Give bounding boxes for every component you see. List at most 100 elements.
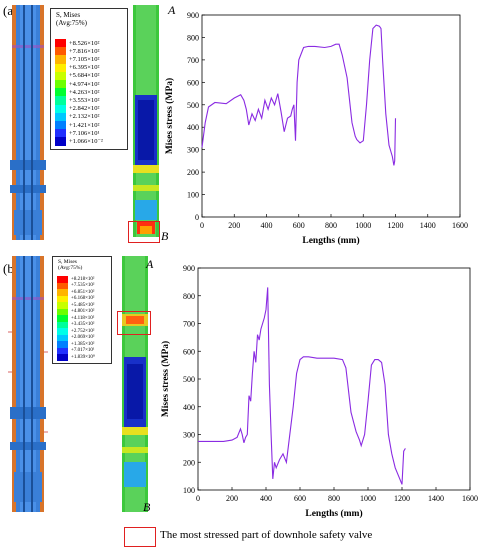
legend-value: +7.535×10² bbox=[71, 283, 95, 289]
legend-swatch bbox=[55, 88, 66, 97]
plot-frame bbox=[197, 267, 471, 491]
contour-legend-a: S, Mises (Avg:75%) +8.526×10² +7.816×10² +… bbox=[50, 8, 128, 150]
legend-value: +4.118×10² bbox=[71, 315, 95, 321]
x-tick-label: 200 bbox=[228, 221, 240, 230]
legend-value: +1.385×10² bbox=[71, 341, 95, 347]
x-tick-label: 800 bbox=[325, 221, 337, 230]
legend-swatch bbox=[57, 276, 68, 283]
legend-swatch bbox=[57, 302, 68, 309]
legend-entry: +1.421×10² bbox=[55, 121, 100, 130]
y-tick-label: 700 bbox=[187, 56, 199, 65]
legend-entry: +1.385×10² bbox=[57, 341, 94, 348]
contour-model-b bbox=[122, 256, 148, 512]
legend-value: +7.017×10¹ bbox=[71, 348, 95, 354]
legend-entry: +4.263×10² bbox=[55, 88, 100, 97]
legend-value: +2.069×10² bbox=[71, 335, 95, 341]
legend-entry: +1.066×10⁻² bbox=[55, 137, 103, 146]
legend-swatch bbox=[57, 282, 68, 289]
x-axis-label: Lengths (mm) bbox=[305, 508, 362, 519]
legend-entry: +7.017×10¹ bbox=[57, 347, 95, 354]
x-tick-label: 0 bbox=[200, 221, 204, 230]
legend-swatch bbox=[55, 112, 66, 121]
x-tick-label: 1000 bbox=[360, 494, 376, 503]
legend-value: +4.263×10² bbox=[69, 88, 100, 96]
x-tick-label: 1400 bbox=[420, 221, 436, 230]
y-tick-label: 200 bbox=[187, 168, 199, 177]
legend-title-line2: (Avg:75%) bbox=[56, 19, 87, 27]
stress-chart-a: 0 200 400 600 800 1000 1200 1400 1600 0 100 200 300 4… bbox=[164, 11, 468, 246]
legend-entry: +2.752×10² bbox=[57, 328, 94, 335]
x-tick-label: 1600 bbox=[452, 221, 468, 230]
legend-value: +7.105×10² bbox=[69, 55, 100, 63]
pipe-model-a bbox=[10, 5, 46, 240]
y-tick-label: 600 bbox=[187, 78, 199, 87]
legend-value: +2.842×10² bbox=[69, 105, 100, 113]
legend-title-line2: (Avg:75%) bbox=[58, 265, 83, 271]
y-tick-label: 500 bbox=[183, 375, 195, 384]
legend-swatch bbox=[57, 347, 68, 354]
x-tick-label: 0 bbox=[196, 494, 200, 503]
legend-value: +1.839×10⁰ bbox=[71, 355, 95, 361]
x-tick-label: 1200 bbox=[394, 494, 410, 503]
legend-entry: +6.851×10² bbox=[57, 289, 94, 296]
marker-a-bottom: B bbox=[161, 229, 169, 243]
legend-value: +7.816×10² bbox=[69, 47, 100, 55]
legend-swatch bbox=[57, 328, 68, 335]
legend-entry: +8.526×10² bbox=[55, 39, 100, 48]
pipe-model-b bbox=[8, 256, 48, 512]
highlight-legend-text: The most stressed part of downhole safet… bbox=[160, 529, 373, 541]
legend-swatch bbox=[57, 334, 68, 341]
y-tick-label: 900 bbox=[183, 264, 195, 273]
marker-b-bottom: B bbox=[143, 500, 151, 514]
legend-entry: +4.974×10² bbox=[55, 80, 99, 89]
legend-swatch bbox=[55, 63, 66, 72]
legend-entry: +6.168×10² bbox=[57, 295, 94, 302]
legend-value: +1.066×10⁻² bbox=[69, 138, 103, 146]
legend-entry: +8.218×10² bbox=[57, 276, 94, 283]
legend-swatch bbox=[55, 55, 66, 64]
legend-swatch bbox=[55, 71, 66, 80]
legend-swatch bbox=[57, 341, 68, 348]
y-tick-label: 500 bbox=[187, 101, 199, 110]
contour-legend-b: S, Mises (Avg:75%) +8.218×10² +7.535×10² +… bbox=[52, 256, 112, 364]
y-tick-label: 800 bbox=[183, 292, 195, 301]
legend-swatch bbox=[57, 315, 68, 322]
legend-entry: +7.105×10² bbox=[55, 55, 100, 64]
legend-entry: +2.132×10² bbox=[55, 112, 100, 121]
legend-entry: +4.118×10² bbox=[57, 315, 94, 322]
legend-value: +8.526×10² bbox=[69, 39, 100, 47]
legend-entry: +2.069×10² bbox=[57, 334, 95, 341]
marker-a-top: A bbox=[168, 3, 176, 17]
legend-swatch bbox=[55, 96, 66, 105]
stress-chart-b: 0 200 400 600 800 1000 1200 1400 1600 100 200 300 40… bbox=[160, 264, 478, 519]
legend-value: +1.421×10² bbox=[69, 121, 100, 129]
y-tick-label: 100 bbox=[187, 191, 199, 200]
legend-swatch bbox=[55, 137, 66, 146]
y-tick-label: 300 bbox=[183, 431, 195, 440]
legend-value: +6.395×10² bbox=[69, 64, 100, 72]
legend-value: +3.553×10² bbox=[69, 96, 100, 104]
legend-entry: +5.684×10² bbox=[55, 71, 99, 80]
legend-entry: +4.801×10² bbox=[57, 308, 95, 315]
legend-value: +6.851×10² bbox=[71, 289, 95, 295]
y-tick-label: 300 bbox=[187, 146, 199, 155]
legend-swatch bbox=[57, 308, 68, 315]
legend-swatch bbox=[55, 104, 66, 113]
contour-model-a bbox=[133, 5, 159, 237]
legend-entry: +3.435×10² bbox=[57, 321, 95, 328]
y-tick-label: 200 bbox=[183, 458, 195, 467]
legend-value: +3.435×10² bbox=[71, 322, 95, 328]
legend-swatch bbox=[57, 295, 68, 302]
legend-entry: +5.485×10² bbox=[57, 302, 94, 309]
legend-value: +2.132×10² bbox=[69, 113, 100, 121]
legend-value: +4.801×10² bbox=[71, 309, 95, 315]
legend-value: +7.106×10¹ bbox=[69, 129, 100, 137]
x-tick-label: 1200 bbox=[388, 221, 404, 230]
legend-swatch bbox=[55, 121, 66, 130]
x-tick-label: 200 bbox=[226, 494, 238, 503]
legend-swatch bbox=[57, 289, 68, 296]
legend-value: +5.485×10² bbox=[71, 302, 95, 308]
legend-entry: +6.395×10² bbox=[55, 63, 100, 72]
legend-entry: +2.842×10² bbox=[55, 104, 100, 113]
y-tick-label: 700 bbox=[183, 320, 195, 329]
